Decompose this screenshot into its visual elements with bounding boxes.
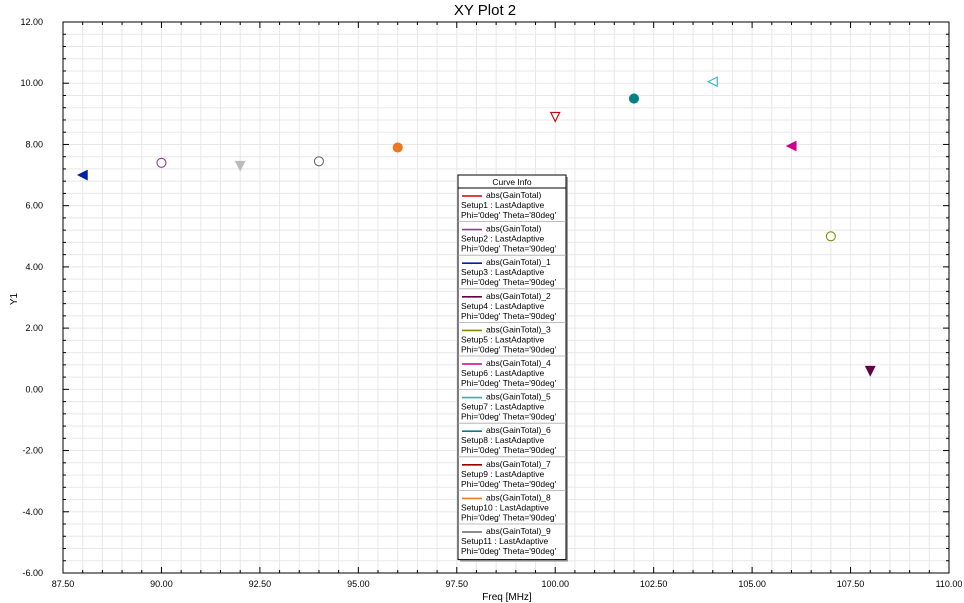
data-point bbox=[707, 76, 718, 88]
legend-angles: Phi='0deg' Theta='90deg' bbox=[461, 378, 557, 388]
legend-title: Curve Info bbox=[492, 177, 531, 187]
legend-angles: Phi='0deg' Theta='90deg' bbox=[461, 344, 557, 354]
legend-angles: Phi='0deg' Theta='90deg' bbox=[461, 546, 557, 556]
legend-setup: Setup7 : LastAdaptive bbox=[461, 402, 544, 412]
y-tick-label: 2.00 bbox=[25, 323, 43, 333]
legend-series-name: abs(GainTotal)_8 bbox=[486, 492, 551, 502]
legend-setup: Setup1 : LastAdaptive bbox=[461, 200, 544, 210]
legend-box bbox=[457, 174, 567, 561]
legend-setup: Setup11 : LastAdaptive bbox=[461, 536, 549, 546]
data-point bbox=[76, 169, 88, 181]
x-tick-label: 107.50 bbox=[837, 579, 865, 589]
data-point bbox=[825, 231, 836, 242]
y-tick-label: 4.00 bbox=[25, 262, 43, 272]
legend-setup: Setup4 : LastAdaptive bbox=[461, 301, 544, 311]
legend-setup: Setup8 : LastAdaptive bbox=[461, 435, 544, 445]
legend-setup: Setup9 : LastAdaptive bbox=[461, 469, 544, 479]
legend-series-name: abs(GainTotal) bbox=[486, 224, 541, 234]
y-tick-label: -2.00 bbox=[22, 446, 43, 456]
legend-series-name: abs(GainTotal)_9 bbox=[486, 526, 551, 536]
legend-angles: Phi='0deg' Theta='80deg' bbox=[461, 210, 557, 220]
y-tick-label: 0.00 bbox=[25, 384, 43, 394]
legend-setup: Setup2 : LastAdaptive bbox=[461, 234, 544, 244]
legend-series-name: abs(GainTotal)_1 bbox=[486, 257, 551, 267]
y-tick-label: 8.00 bbox=[25, 139, 43, 149]
legend-angles: Phi='0deg' Theta='90deg' bbox=[461, 512, 557, 522]
y-axis-title: Y1 bbox=[9, 292, 20, 305]
legend-angles: Phi='0deg' Theta='90deg' bbox=[461, 244, 557, 254]
y-tick-label: -6.00 bbox=[22, 568, 43, 578]
legend-angles: Phi='0deg' Theta='90deg' bbox=[461, 445, 557, 455]
legend-series-name: abs(GainTotal)_7 bbox=[486, 459, 551, 469]
y-tick-label: 12.00 bbox=[20, 17, 43, 27]
x-axis-title: Freq [MHz] bbox=[482, 592, 532, 603]
x-tick-label: 87.50 bbox=[52, 579, 75, 589]
legend-setup: Setup6 : LastAdaptive bbox=[461, 368, 544, 378]
legend-series-name: abs(GainTotal)_5 bbox=[486, 392, 551, 402]
data-point bbox=[392, 142, 403, 153]
legend-angles: Phi='0deg' Theta='90deg' bbox=[461, 479, 557, 489]
x-tick-label: 110.00 bbox=[936, 579, 963, 589]
legend-series-name: abs(GainTotal)_2 bbox=[486, 291, 551, 301]
legend-setup: Setup3 : LastAdaptive bbox=[461, 267, 544, 277]
plot-frame bbox=[62, 21, 950, 574]
legend-setup: Setup10 : LastAdaptive bbox=[461, 502, 549, 512]
data-point bbox=[549, 111, 561, 123]
y-tick-label: 10.00 bbox=[20, 78, 43, 88]
legend-series-name: abs(GainTotal) bbox=[486, 190, 541, 200]
data-point bbox=[628, 93, 640, 104]
data-point bbox=[785, 140, 797, 152]
legend-series-name: abs(GainTotal)_4 bbox=[486, 358, 551, 368]
x-tick-label: 97.50 bbox=[446, 579, 469, 589]
data-point bbox=[313, 156, 325, 167]
y-tick-label: -4.00 bbox=[22, 507, 43, 517]
data-markers bbox=[76, 76, 876, 377]
x-tick-label: 102.50 bbox=[640, 579, 668, 589]
legend-angles: Phi='0deg' Theta='90deg' bbox=[461, 412, 557, 422]
data-point bbox=[234, 160, 246, 172]
x-tick-label: 100.00 bbox=[541, 579, 569, 589]
data-point bbox=[156, 157, 167, 168]
data-point bbox=[864, 365, 876, 377]
x-tick-label: 90.00 bbox=[150, 579, 173, 589]
axes: 87.50 90.00 92.50 95.00 97.50 100.00 102.50 105… bbox=[20, 17, 962, 589]
x-tick-label: 95.00 bbox=[347, 579, 370, 589]
legend-setup: Setup5 : LastAdaptive bbox=[461, 334, 544, 344]
x-tick-label: 105.00 bbox=[738, 579, 766, 589]
x-tick-label: 92.50 bbox=[249, 579, 272, 589]
legend-angles: Phi='0deg' Theta='90deg' bbox=[461, 311, 557, 321]
legend-series-name: abs(GainTotal)_3 bbox=[486, 324, 551, 334]
y-tick-label: 6.00 bbox=[25, 201, 43, 211]
plot-title: XY Plot 2 bbox=[454, 2, 516, 19]
legend-angles: Phi='0deg' Theta='90deg' bbox=[461, 277, 557, 287]
legend-series-name: abs(GainTotal)_6 bbox=[486, 425, 551, 435]
